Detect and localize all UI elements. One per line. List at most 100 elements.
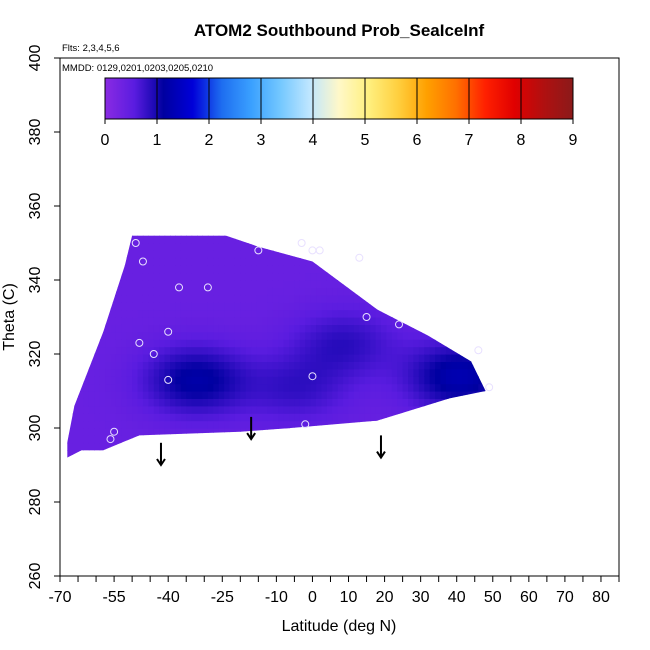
heatmap-cell xyxy=(245,383,252,392)
heatmap-cell xyxy=(256,383,263,392)
heatmap-cell xyxy=(418,243,425,251)
heatmap-cell xyxy=(359,361,366,370)
heatmap-cell xyxy=(397,450,404,458)
heatmap-cell xyxy=(159,250,166,259)
heatmap-cell xyxy=(402,272,409,281)
heatmap-cell xyxy=(435,398,442,407)
heatmap-cell xyxy=(321,346,328,355)
heatmap-cell xyxy=(105,420,112,429)
heatmap-cell xyxy=(429,235,436,244)
heatmap-cell xyxy=(386,280,393,288)
heatmap-cell xyxy=(88,280,95,288)
heatmap-cell xyxy=(229,413,236,422)
heatmap-cell xyxy=(451,361,458,370)
heatmap-cell xyxy=(429,420,436,429)
heatmap-cell xyxy=(402,435,409,444)
heatmap-cell xyxy=(197,420,203,429)
heatmap-cell xyxy=(186,265,193,274)
heatmap-cell xyxy=(381,235,387,244)
heatmap-cell xyxy=(289,235,295,244)
heatmap-cell xyxy=(272,383,279,392)
heatmap-cell xyxy=(67,280,74,288)
heatmap-cell xyxy=(67,354,74,362)
heatmap-cell xyxy=(483,361,486,370)
heatmap-cell xyxy=(218,398,225,407)
heatmap-cell xyxy=(299,346,306,355)
heatmap-cell xyxy=(256,302,263,311)
heatmap-cell xyxy=(305,413,312,422)
heatmap-cell xyxy=(197,272,203,281)
heatmap-cell xyxy=(429,368,436,377)
heatmap-cell xyxy=(148,243,155,251)
heatmap-cell xyxy=(186,287,193,296)
heatmap-cell xyxy=(218,287,225,296)
heatmap-cell xyxy=(364,450,371,458)
heatmap-cell xyxy=(408,391,414,399)
heatmap-cell xyxy=(429,250,436,259)
heatmap-cell xyxy=(121,250,128,259)
heatmap-cell xyxy=(418,398,425,407)
heatmap-cell xyxy=(424,331,431,340)
heatmap-cell xyxy=(332,302,339,311)
heatmap-cell xyxy=(408,435,414,444)
heatmap-cell xyxy=(451,250,458,259)
heatmap-cell xyxy=(413,398,420,407)
heatmap-cell xyxy=(105,302,112,311)
heatmap-cell xyxy=(364,287,371,296)
heatmap-cell xyxy=(94,413,101,422)
heatmap-cell xyxy=(148,413,155,422)
heatmap-cell xyxy=(110,450,117,458)
heatmap-cell xyxy=(299,442,306,451)
heatmap-cell xyxy=(326,442,333,451)
heatmap-cell xyxy=(229,435,236,444)
heatmap-cell xyxy=(353,317,360,325)
heatmap-cell xyxy=(213,435,220,444)
heatmap-cell xyxy=(424,250,431,259)
heatmap-cell xyxy=(348,331,355,340)
heatmap-cell xyxy=(137,398,144,407)
heatmap-cell xyxy=(256,265,263,274)
heatmap-cell xyxy=(186,339,193,348)
heatmap-cell xyxy=(256,435,263,444)
heatmap-cell xyxy=(408,450,414,458)
heatmap-cell xyxy=(110,317,117,325)
heatmap-cell xyxy=(305,383,312,392)
heatmap-cell xyxy=(310,450,317,458)
heatmap-cell xyxy=(321,339,328,348)
heatmap-cell xyxy=(245,368,252,377)
heatmap-cell xyxy=(272,391,279,399)
heatmap-cell xyxy=(332,250,339,259)
heatmap-cell xyxy=(153,302,160,311)
heatmap-cell xyxy=(343,361,350,370)
heatmap-cell xyxy=(240,450,247,458)
heatmap-cell xyxy=(67,265,74,274)
heatmap-cell xyxy=(262,354,268,362)
heatmap-cell xyxy=(424,324,431,333)
heatmap-cell xyxy=(110,272,117,281)
heatmap-cell xyxy=(148,442,155,451)
heatmap-cell xyxy=(191,317,198,325)
heatmap-cell xyxy=(213,250,220,259)
heatmap-cell xyxy=(99,265,106,274)
heatmap-cell xyxy=(234,272,241,281)
heatmap-cell xyxy=(305,309,312,318)
heatmap-cell xyxy=(202,383,209,392)
heatmap-field xyxy=(67,235,486,458)
heatmap-cell xyxy=(353,287,360,296)
heatmap-cell xyxy=(94,250,101,259)
heatmap-cell xyxy=(159,383,166,392)
x-tick-label: -40 xyxy=(157,589,180,606)
heatmap-cell xyxy=(213,346,220,355)
heatmap-cell xyxy=(402,257,409,266)
heatmap-cell xyxy=(267,287,274,296)
heatmap-cell xyxy=(332,339,339,348)
heatmap-cell xyxy=(267,243,274,251)
heatmap-cell xyxy=(289,354,295,362)
heatmap-cell xyxy=(234,294,241,303)
heatmap-cell xyxy=(142,405,149,414)
heatmap-cell xyxy=(435,420,442,429)
heatmap-cell xyxy=(180,317,187,325)
heatmap-cell xyxy=(440,398,447,407)
heatmap-cell xyxy=(402,331,409,340)
observation-point xyxy=(164,327,173,336)
